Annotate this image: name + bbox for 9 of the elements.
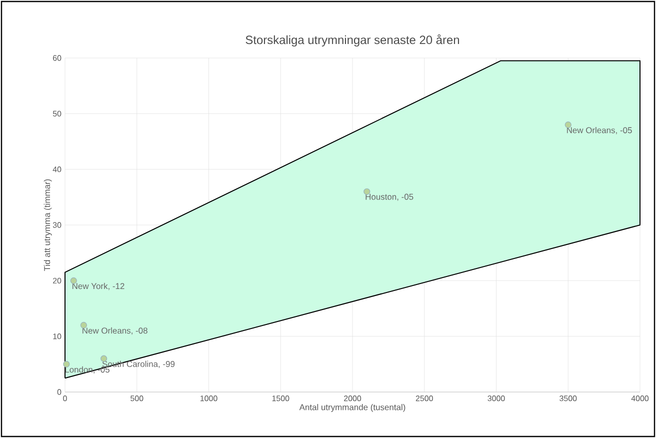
annotation: New York, -12 [72,282,124,290]
chart-title: Storskaliga utrymningar senaste 20 åren [246,34,460,47]
y-axis-title: Tid att utrymma (timmar) [44,179,52,271]
annotation: New Orleans, -05 [567,126,632,134]
x-axis-title: Antal utrymmande (tusental) [299,404,406,412]
point [80,322,87,328]
annotation: New Orleans, -08 [82,327,148,335]
annotation: Houston, -05 [366,194,414,201]
point [70,277,77,284]
